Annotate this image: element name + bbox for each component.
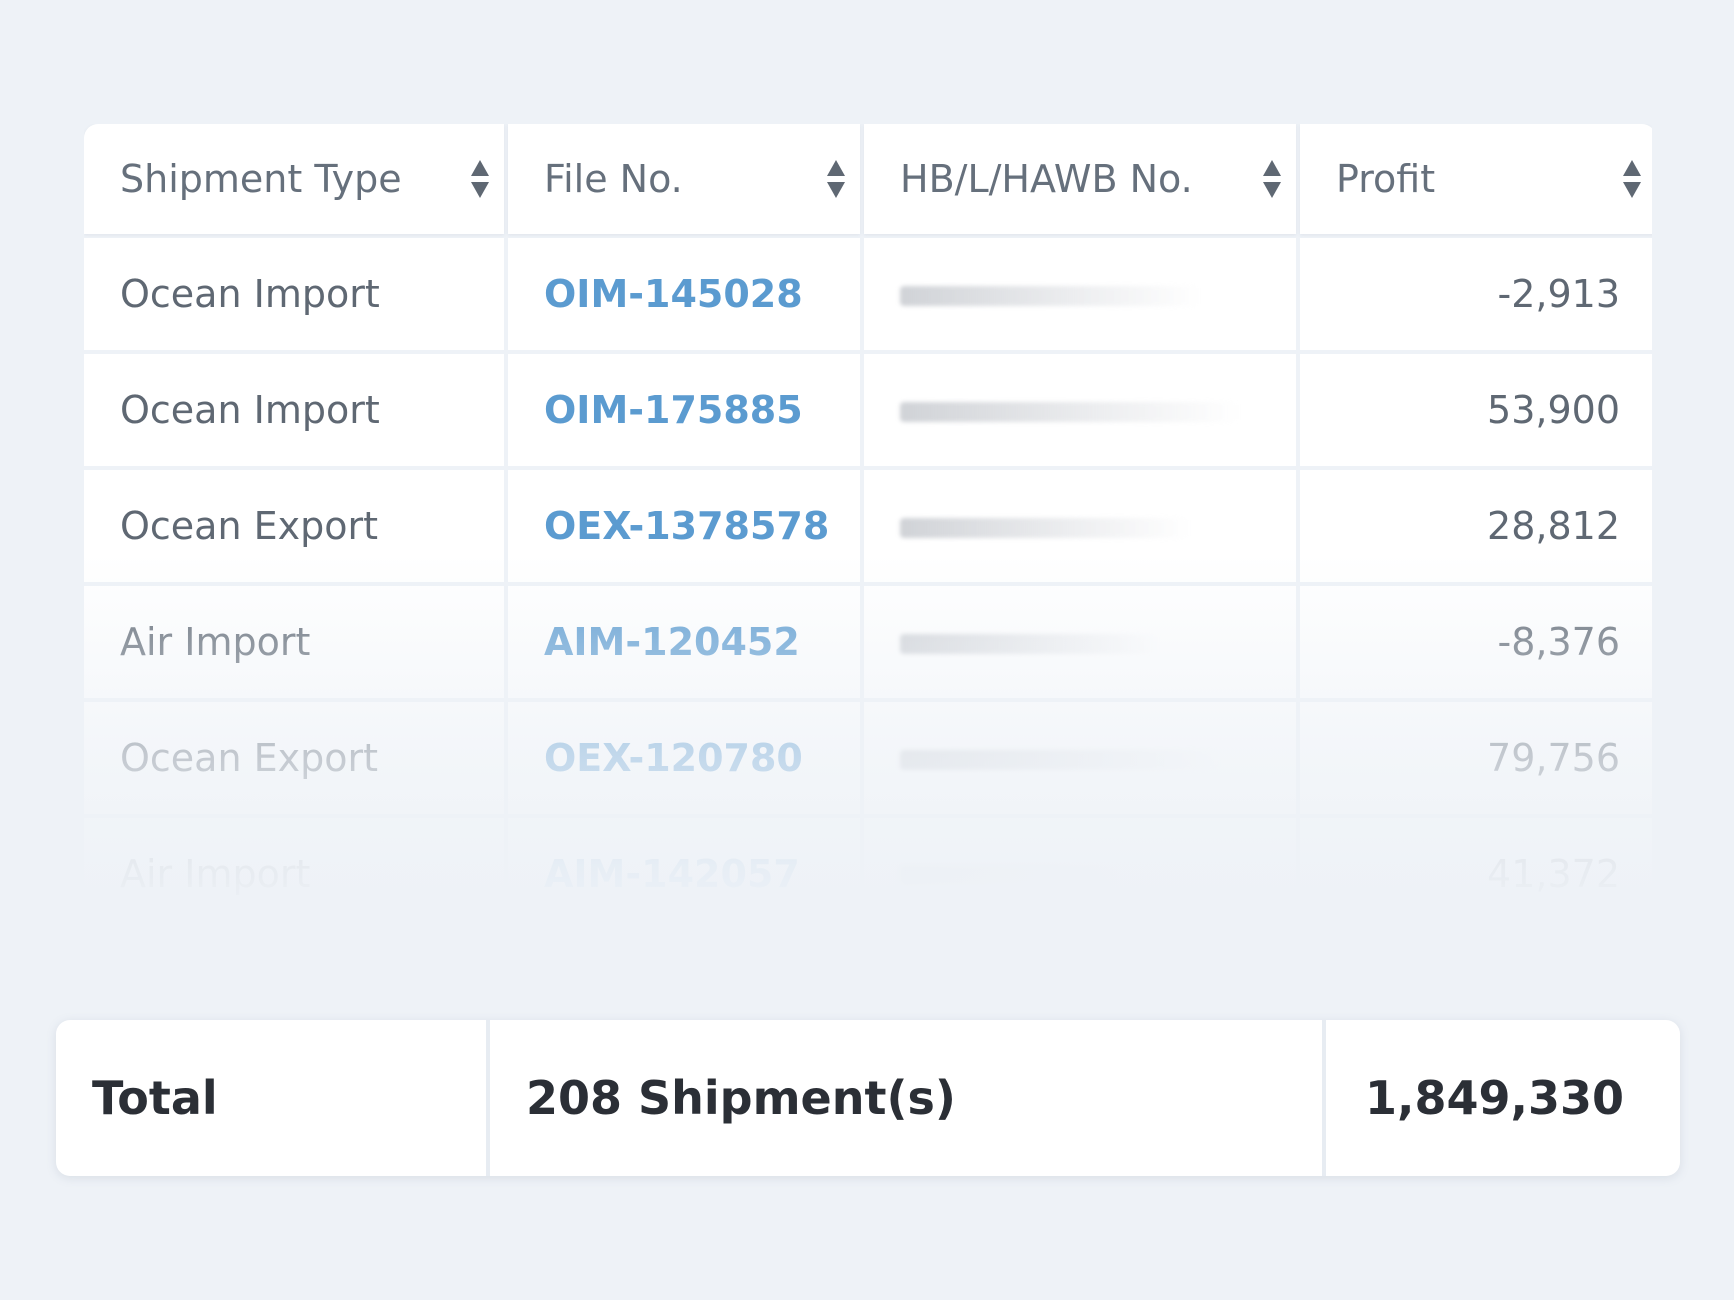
table-header: Shipment Type File No. HB/L/HAWB No. Pro…	[84, 124, 1652, 234]
file-no-link[interactable]: AIM-120452	[544, 620, 800, 664]
cell-shipment-type: Air Import	[84, 586, 504, 698]
sort-updown-icon[interactable]	[470, 158, 490, 200]
file-no-link[interactable]: OIM-145028	[544, 272, 803, 316]
table-body: Ocean Import OIM-145028 -2,913 Ocean Imp…	[84, 238, 1652, 920]
file-no-link[interactable]: OEX-120780	[544, 736, 803, 780]
redacted-hbl-value	[900, 634, 1160, 654]
shipment-type-text: Air Import	[120, 620, 311, 664]
redacted-hbl-value	[900, 866, 1120, 886]
header-file-no[interactable]: File No.	[508, 124, 860, 234]
cell-shipment-type: Ocean Export	[84, 702, 504, 814]
cell-profit: 28,812	[1300, 470, 1652, 582]
cell-hbl-no	[864, 702, 1296, 814]
table-row[interactable]: Ocean Import OIM-145028 -2,913	[84, 238, 1652, 350]
profit-value: 79,756	[1487, 736, 1620, 780]
total-profit: 1,849,330	[1326, 1020, 1680, 1176]
cell-hbl-no	[864, 238, 1296, 350]
table-row[interactable]: Ocean Export OEX-1378578 28,812	[84, 470, 1652, 582]
sort-updown-icon[interactable]	[826, 158, 846, 200]
totals-bar: Total 208 Shipment(s) 1,849,330	[56, 1020, 1680, 1176]
profit-value: -8,376	[1497, 620, 1621, 664]
cell-hbl-no	[864, 586, 1296, 698]
cell-file-no: AIM-120452	[508, 586, 860, 698]
table-row[interactable]: Air Import AIM-120452 -8,376	[84, 586, 1652, 698]
file-no-link[interactable]: AIM-142057	[544, 852, 800, 896]
table-row[interactable]: Ocean Export OEX-120780 79,756	[84, 702, 1652, 814]
profit-value: 53,900	[1487, 388, 1620, 432]
cell-file-no: OEX-1378578	[508, 470, 860, 582]
redacted-hbl-value	[900, 286, 1200, 306]
cell-file-no: OEX-120780	[508, 702, 860, 814]
cell-shipment-type: Ocean Export	[84, 470, 504, 582]
shipment-type-text: Ocean Import	[120, 388, 380, 432]
total-label: Total	[56, 1020, 486, 1176]
cell-file-no: AIM-142057	[508, 818, 860, 920]
cell-profit: -2,913	[1300, 238, 1652, 350]
cell-shipment-type: Ocean Import	[84, 238, 504, 350]
cell-profit: -8,376	[1300, 586, 1652, 698]
header-label: Profit	[1336, 157, 1436, 201]
shipment-type-text: Air Import	[120, 852, 311, 896]
header-label: HB/L/HAWB No.	[900, 157, 1193, 201]
table-row[interactable]: Air Import AIM-142057 41,372	[84, 818, 1652, 920]
redacted-hbl-value	[900, 402, 1240, 422]
file-no-link[interactable]: OEX-1378578	[544, 504, 830, 548]
table-row[interactable]: Ocean Import OIM-175885 53,900	[84, 354, 1652, 466]
shipments-table: Shipment Type File No. HB/L/HAWB No. Pro…	[84, 124, 1652, 920]
profit-value: -2,913	[1497, 272, 1621, 316]
redacted-hbl-value	[900, 750, 1220, 770]
header-shipment-type[interactable]: Shipment Type	[84, 124, 504, 234]
cell-hbl-no	[864, 470, 1296, 582]
profit-value: 41,372	[1487, 852, 1620, 896]
cell-profit: 53,900	[1300, 354, 1652, 466]
header-hbl-hawb-no[interactable]: HB/L/HAWB No.	[864, 124, 1296, 234]
file-no-link[interactable]: OIM-175885	[544, 388, 803, 432]
sort-updown-icon[interactable]	[1262, 158, 1282, 200]
shipment-type-text: Ocean Import	[120, 272, 380, 316]
cell-profit: 79,756	[1300, 702, 1652, 814]
header-profit[interactable]: Profit	[1300, 124, 1652, 234]
cell-shipment-type: Ocean Import	[84, 354, 504, 466]
cell-shipment-type: Air Import	[84, 818, 504, 920]
cell-file-no: OIM-145028	[508, 238, 860, 350]
shipment-type-text: Ocean Export	[120, 736, 379, 780]
sort-updown-icon[interactable]	[1622, 158, 1642, 200]
cell-profit: 41,372	[1300, 818, 1652, 920]
header-label: Shipment Type	[120, 157, 402, 201]
redacted-hbl-value	[900, 518, 1190, 538]
total-shipments: 208 Shipment(s)	[490, 1020, 1322, 1176]
profit-value: 28,812	[1487, 504, 1620, 548]
cell-file-no: OIM-175885	[508, 354, 860, 466]
cell-hbl-no	[864, 818, 1296, 920]
cell-hbl-no	[864, 354, 1296, 466]
header-label: File No.	[544, 157, 683, 201]
shipment-type-text: Ocean Export	[120, 504, 379, 548]
